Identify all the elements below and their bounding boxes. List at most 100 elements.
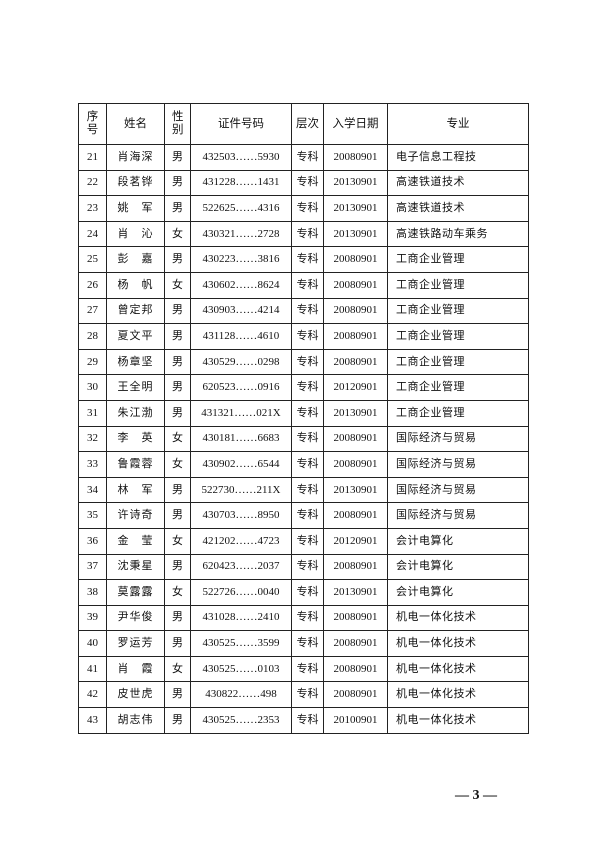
gender: 男 bbox=[164, 195, 191, 222]
id-number: 430181……6683 bbox=[190, 425, 292, 453]
major: 电子信息工程技 bbox=[387, 144, 529, 171]
column-header: 证件号码 bbox=[190, 103, 292, 145]
name: 肖 霞 bbox=[106, 655, 165, 683]
level: 专科 bbox=[291, 169, 324, 197]
table-row: 38 莫露露女 522726……0040 专科 20130901 会计电算化 bbox=[78, 579, 529, 606]
enrollment-date: 20080901 bbox=[323, 655, 388, 683]
row-number: 26 bbox=[78, 271, 107, 299]
table-row: 40 罗运芳男 430525……3599 专科 20080901 机电一体化技术 bbox=[78, 630, 529, 657]
gender: 男 bbox=[164, 374, 191, 401]
row-number: 30 bbox=[78, 374, 107, 401]
row-number: 38 bbox=[78, 579, 107, 606]
id-number: 522730……211X bbox=[190, 476, 292, 504]
table-row: 26 杨 帆女 430602……8624 专科 20080901 工商企业管理 bbox=[78, 271, 529, 299]
header-row: 序号 姓名 性别 证件号码 层次 入学日期 专业 bbox=[78, 103, 529, 145]
table-row: 24 肖 沁女 430321……2728 专科 20130901 高速铁路动车乘务 bbox=[78, 220, 529, 248]
name: 罗运芳 bbox=[106, 630, 165, 657]
row-number: 29 bbox=[78, 348, 107, 376]
level: 专科 bbox=[291, 707, 324, 734]
column-header: 层次 bbox=[291, 103, 324, 145]
enrollment-date: 20080901 bbox=[323, 630, 388, 657]
table-body: 21 肖海深男 432503……5930 专科 20080901 电子信息工程技 22 段茗铧… bbox=[78, 144, 529, 734]
name: 肖 沁 bbox=[106, 220, 165, 248]
major: 国际经济与贸易 bbox=[387, 502, 529, 529]
name: 尹华俊 bbox=[106, 604, 165, 632]
gender: 女 bbox=[164, 579, 191, 606]
major: 工商企业管理 bbox=[387, 323, 529, 350]
name: 胡志伟 bbox=[106, 707, 165, 734]
table-row: 32 李 英女 430181……6683 专科 20080901 国际经济与贸易 bbox=[78, 425, 529, 453]
level: 专科 bbox=[291, 271, 324, 299]
major: 国际经济与贸易 bbox=[387, 451, 529, 478]
level: 专科 bbox=[291, 348, 324, 376]
id-number: 430223……3816 bbox=[190, 246, 292, 273]
id-number: 620523……0916 bbox=[190, 374, 292, 401]
major: 机电一体化技术 bbox=[387, 655, 529, 683]
row-number: 41 bbox=[78, 655, 107, 683]
level: 专科 bbox=[291, 399, 324, 427]
name: 杨章坚 bbox=[106, 348, 165, 376]
row-number: 37 bbox=[78, 553, 107, 581]
gender: 男 bbox=[164, 604, 191, 632]
name: 李 英 bbox=[106, 425, 165, 453]
enrollment-date: 20100901 bbox=[323, 707, 388, 734]
row-number: 34 bbox=[78, 476, 107, 504]
gender: 女 bbox=[164, 527, 191, 555]
table-row: 31 朱江渤男 431321……021X 专科 20130901 工商企业管理 bbox=[78, 399, 529, 427]
enrollment-date: 20080901 bbox=[323, 323, 388, 350]
name: 金 莹 bbox=[106, 527, 165, 555]
major: 会计电算化 bbox=[387, 579, 529, 606]
level: 专科 bbox=[291, 502, 324, 529]
id-number: 431321……021X bbox=[190, 399, 292, 427]
level: 专科 bbox=[291, 297, 324, 325]
id-number: 430525……2353 bbox=[190, 707, 292, 734]
row-number: 39 bbox=[78, 604, 107, 632]
id-number: 431128……4610 bbox=[190, 323, 292, 350]
column-header: 入学日期 bbox=[323, 103, 388, 145]
student-table: 序号 姓名 性别 证件号码 层次 入学日期 专业 21 肖海深男 432503……5930 专科 2… bbox=[78, 103, 529, 734]
enrollment-date: 20080901 bbox=[323, 681, 388, 709]
name: 沈秉星 bbox=[106, 553, 165, 581]
enrollment-date: 20080901 bbox=[323, 144, 388, 171]
name: 段茗铧 bbox=[106, 169, 165, 197]
name: 曾定邦 bbox=[106, 297, 165, 325]
major: 工商企业管理 bbox=[387, 399, 529, 427]
name: 皮世虎 bbox=[106, 681, 165, 709]
name: 朱江渤 bbox=[106, 399, 165, 427]
major: 高速铁路动车乘务 bbox=[387, 220, 529, 248]
gender: 男 bbox=[164, 707, 191, 734]
table-row: 33 鲁霞蓉女 430902……6544 专科 20080901 国际经济与贸易 bbox=[78, 451, 529, 478]
enrollment-date: 20130901 bbox=[323, 579, 388, 606]
table-row: 35 许诗奇男 430703……8950 专科 20080901 国际经济与贸易 bbox=[78, 502, 529, 529]
level: 专科 bbox=[291, 144, 324, 171]
gender: 女 bbox=[164, 655, 191, 683]
major: 会计电算化 bbox=[387, 527, 529, 555]
table-row: 43 胡志伟男 430525……2353 专科 20100901 机电一体化技术 bbox=[78, 707, 529, 734]
major: 会计电算化 bbox=[387, 553, 529, 581]
level: 专科 bbox=[291, 374, 324, 401]
table-row: 42 皮世虎男 430822……498 专科 20080901 机电一体化技术 bbox=[78, 681, 529, 709]
enrollment-date: 20130901 bbox=[323, 399, 388, 427]
id-number: 430903……4214 bbox=[190, 297, 292, 325]
major: 高速铁道技术 bbox=[387, 169, 529, 197]
table-row: 37 沈秉星男 620423……2037 专科 20080901 会计电算化 bbox=[78, 553, 529, 581]
enrollment-date: 20130901 bbox=[323, 476, 388, 504]
row-number: 24 bbox=[78, 220, 107, 248]
row-number: 28 bbox=[78, 323, 107, 350]
id-number: 430525……0103 bbox=[190, 655, 292, 683]
enrollment-date: 20080901 bbox=[323, 553, 388, 581]
name: 许诗奇 bbox=[106, 502, 165, 529]
table-row: 41 肖 霞女 430525……0103 专科 20080901 机电一体化技术 bbox=[78, 655, 529, 683]
level: 专科 bbox=[291, 425, 324, 453]
gender: 男 bbox=[164, 169, 191, 197]
enrollment-date: 20130901 bbox=[323, 195, 388, 222]
gender: 男 bbox=[164, 348, 191, 376]
level: 专科 bbox=[291, 553, 324, 581]
enrollment-date: 20080901 bbox=[323, 502, 388, 529]
name: 林 军 bbox=[106, 476, 165, 504]
gender: 男 bbox=[164, 502, 191, 529]
id-number: 430703……8950 bbox=[190, 502, 292, 529]
major: 机电一体化技术 bbox=[387, 707, 529, 734]
gender: 男 bbox=[164, 399, 191, 427]
